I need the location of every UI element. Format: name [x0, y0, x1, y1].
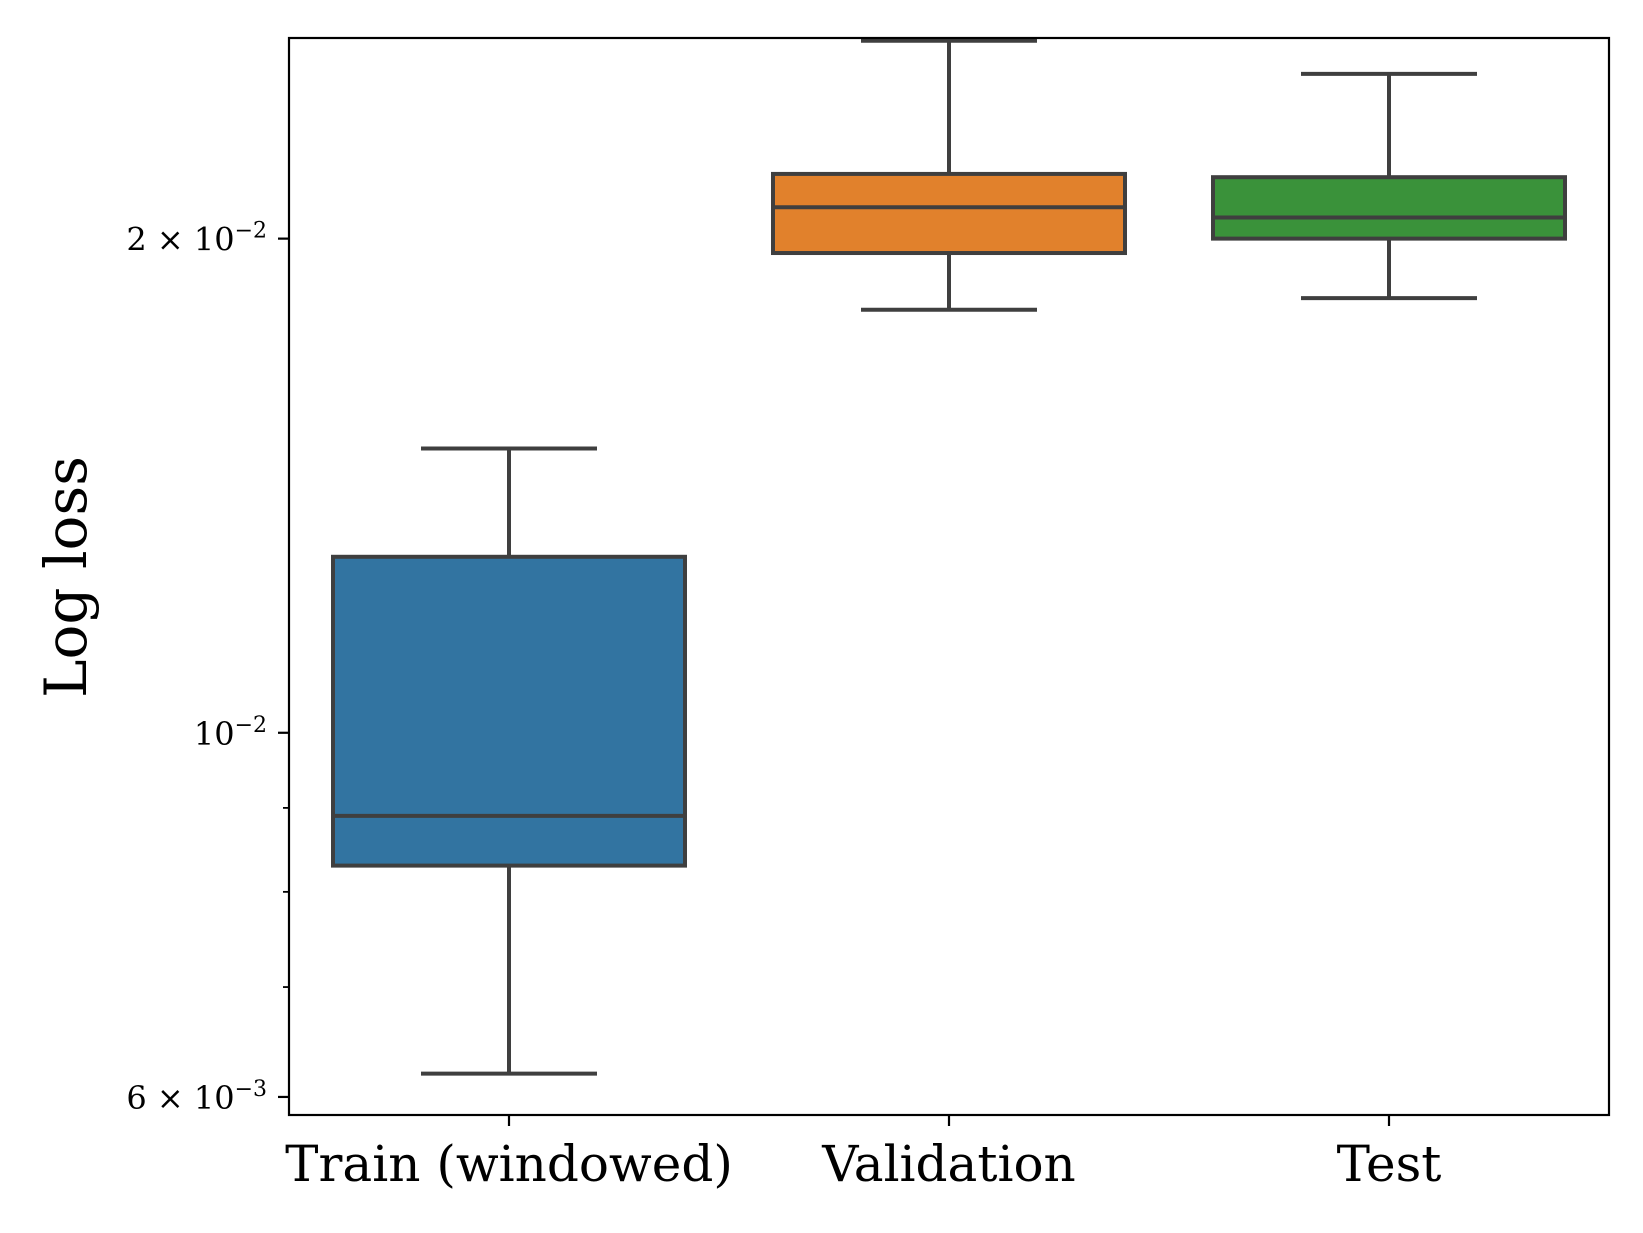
box-validation — [771, 38, 1127, 312]
x-axis-ticks: Train (windowed) Validation Test — [285, 1115, 1441, 1193]
x-tick-label: Validation — [821, 1135, 1076, 1193]
box-test — [1211, 71, 1567, 301]
box-iqr — [1211, 175, 1567, 241]
x-tick-label: Test — [1337, 1135, 1442, 1193]
boxes-layer — [331, 38, 1567, 1076]
y-axis-title: Log loss — [32, 456, 100, 698]
box-iqr — [331, 554, 687, 868]
plot-frame — [287, 36, 1611, 1117]
x-tick-label: Train (windowed) — [285, 1135, 733, 1193]
box-train-windowed — [331, 446, 687, 1076]
box-iqr — [771, 171, 1127, 256]
